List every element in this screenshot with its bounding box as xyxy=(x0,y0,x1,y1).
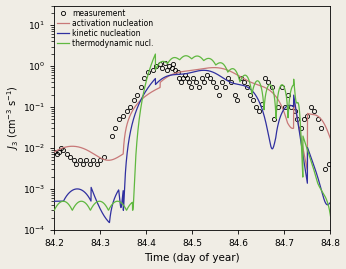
thermodynamic nucl. xyxy=(153,52,157,56)
kinetic nucleation xyxy=(107,221,111,224)
kinetic nucleation xyxy=(66,192,70,195)
kinetic nucleation xyxy=(320,193,325,196)
activation nucleation xyxy=(179,70,183,73)
kinetic nucleation xyxy=(52,200,56,203)
thermodynamic nucl. xyxy=(186,55,191,58)
kinetic nucleation xyxy=(179,73,183,76)
activation nucleation xyxy=(212,66,216,69)
kinetic nucleation xyxy=(321,193,325,197)
activation nucleation xyxy=(305,169,309,172)
measurement xyxy=(146,71,150,74)
Y-axis label: $J_3$ (cm$^{-3}$ s$^{-1}$): $J_3$ (cm$^{-3}$ s$^{-1}$) xyxy=(6,85,21,150)
measurement xyxy=(327,163,331,166)
measurement xyxy=(242,81,246,84)
thermodynamic nucl. xyxy=(270,85,274,88)
measurement xyxy=(323,168,327,171)
Line: thermodynamic nucl.: thermodynamic nucl. xyxy=(54,54,330,216)
activation nucleation xyxy=(66,145,70,148)
activation nucleation xyxy=(52,150,56,154)
thermodynamic nucl. xyxy=(52,209,56,212)
measurement xyxy=(163,61,167,64)
X-axis label: Time (day of year): Time (day of year) xyxy=(145,253,240,263)
activation nucleation xyxy=(186,69,191,72)
activation nucleation xyxy=(320,119,325,123)
activation nucleation xyxy=(270,91,274,94)
measurement xyxy=(316,118,320,121)
activation nucleation xyxy=(321,120,325,123)
thermodynamic nucl. xyxy=(328,214,333,218)
thermodynamic nucl. xyxy=(320,190,325,194)
kinetic nucleation xyxy=(328,201,333,204)
kinetic nucleation xyxy=(202,69,206,72)
kinetic nucleation xyxy=(186,72,191,75)
activation nucleation xyxy=(328,137,333,140)
measurement xyxy=(52,150,56,154)
Line: measurement: measurement xyxy=(52,61,331,171)
kinetic nucleation xyxy=(270,147,274,150)
Line: activation nucleation: activation nucleation xyxy=(54,68,330,171)
measurement xyxy=(280,86,284,89)
thermodynamic nucl. xyxy=(179,56,183,60)
measurement xyxy=(88,163,92,166)
thermodynamic nucl. xyxy=(320,190,325,193)
measurement xyxy=(286,93,290,96)
Line: kinetic nucleation: kinetic nucleation xyxy=(54,70,330,222)
thermodynamic nucl. xyxy=(66,202,70,206)
Legend: measurement, activation nucleation, kinetic nucleation, thermodynamic nucl.: measurement, activation nucleation, kine… xyxy=(56,8,154,49)
